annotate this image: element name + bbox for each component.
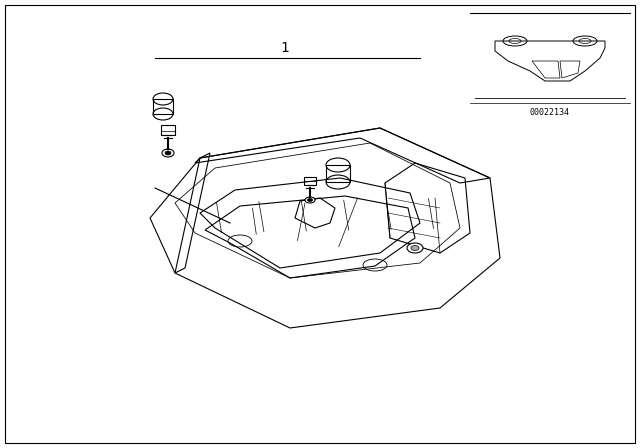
Bar (304, 177, 316, 185)
Ellipse shape (305, 197, 315, 203)
Bar (326, 165, 350, 182)
Ellipse shape (162, 149, 174, 157)
Text: 00022134: 00022134 (530, 108, 570, 117)
Ellipse shape (411, 246, 419, 250)
Ellipse shape (307, 198, 312, 202)
Bar (153, 99, 173, 114)
Ellipse shape (165, 151, 171, 155)
Bar (161, 125, 175, 135)
Text: 1: 1 (281, 41, 289, 55)
Ellipse shape (407, 243, 423, 253)
